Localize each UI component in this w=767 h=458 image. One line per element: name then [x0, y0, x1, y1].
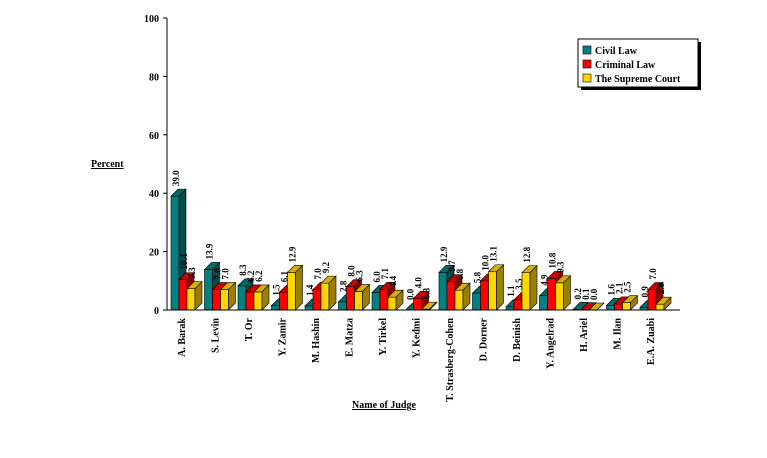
bar-the-supreme-court: [353, 283, 371, 311]
legend-label: The Supreme Court: [595, 74, 681, 85]
x-tick-label: H. Ariel: [579, 318, 590, 352]
data-label: 9.3: [556, 261, 566, 273]
data-label: 9.2: [321, 261, 331, 273]
data-label: 6.2: [246, 270, 256, 282]
data-label: 10.0: [481, 255, 491, 271]
bar-the-supreme-court: [655, 296, 672, 311]
data-label: 6.8: [455, 268, 465, 280]
x-axis-title: Name of Judge: [352, 400, 416, 411]
data-label: 0.9: [640, 286, 650, 298]
data-label: 2.8: [339, 280, 349, 292]
data-label: 10.8: [548, 252, 558, 268]
bar-the-supreme-court: [487, 264, 505, 311]
bar-the-supreme-court: [320, 275, 337, 311]
data-label: 1.4: [305, 284, 315, 296]
legend-swatch: [582, 73, 592, 83]
data-label: 6.3: [355, 270, 365, 282]
data-label: 12.9: [288, 246, 298, 262]
x-tick-label: E. Matza: [345, 318, 356, 357]
y-tick-label: 0: [154, 306, 159, 317]
data-label: 1.6: [607, 284, 617, 296]
y-tick-label: 80: [149, 72, 159, 83]
x-tick-label: E.A. Zuabi: [646, 318, 657, 365]
data-label: 7.0: [648, 268, 658, 280]
x-tick-label: Y. Angelrad: [546, 318, 557, 369]
bar-the-supreme-court: [387, 289, 404, 311]
data-label: 6.1: [280, 270, 290, 282]
x-tick-label: Y. Zamir: [278, 317, 289, 356]
data-label: 9.7: [447, 260, 457, 272]
data-label: 0.1: [581, 288, 591, 300]
data-label: 7.3: [187, 267, 197, 279]
bar-the-supreme-court: [521, 264, 538, 311]
axes-layer: 0 20 40 60 80 100 A. Barak S. Levin T. Or Y. Zami…: [144, 14, 680, 402]
bar-the-supreme-court: [454, 282, 471, 311]
legend-label: Civil Law: [595, 46, 638, 57]
data-label: 6.2: [254, 270, 264, 282]
data-label: 8.0: [347, 265, 357, 277]
bar-the-supreme-court: [219, 281, 237, 311]
data-label: 39.0: [171, 170, 181, 186]
data-label: 1.5: [272, 284, 282, 296]
data-label: 7.0: [221, 268, 231, 280]
data-label: 5.8: [473, 271, 483, 283]
data-label: 0.3: [422, 287, 432, 299]
y-tick-label: 40: [149, 189, 159, 200]
x-tick-label: A. Barak: [177, 318, 188, 357]
x-tick-label: S. Levin: [211, 318, 222, 353]
data-label: 2.1: [615, 282, 625, 294]
data-label: 1.1: [506, 285, 516, 297]
data-label: 4.9: [540, 274, 550, 286]
data-label: 6.0: [372, 271, 382, 283]
data-label: 0.0: [589, 288, 599, 300]
x-tick-label: Y. Kedmi: [412, 318, 423, 358]
legend-swatch: [582, 59, 592, 69]
bar-the-supreme-court: [286, 264, 304, 311]
x-tick-label: M. Hashin: [311, 318, 322, 363]
y-tick-label: 60: [149, 131, 159, 142]
y-axis-title: Percent: [91, 159, 124, 170]
y-tick-label: 100: [144, 14, 159, 25]
y-tick-label: 20: [149, 248, 159, 259]
x-tick-label: T. Strasberg-Cohen: [445, 318, 456, 402]
data-label: 13.9: [205, 243, 215, 259]
bar-the-supreme-court: [621, 294, 639, 311]
data-label: 12.9: [439, 246, 449, 262]
data-label: 10.4: [179, 253, 189, 269]
legend-swatch: [582, 45, 592, 55]
data-label: 0.2: [573, 288, 583, 300]
data-label: 0.0: [406, 288, 416, 300]
x-tick-label: M. Ilan: [613, 318, 624, 350]
data-label: 7.0: [213, 268, 223, 280]
data-label: 7.1: [380, 268, 390, 280]
data-label: 3.5: [514, 278, 524, 290]
data-label: 2.0: [656, 282, 666, 294]
legend: Civil Law Criminal Law The Supreme Court: [577, 38, 701, 90]
x-tick-label: D. Dorner: [479, 317, 490, 361]
data-label: 7.0: [313, 268, 323, 280]
bar-the-supreme-court: [186, 280, 203, 311]
data-label: 13.1: [489, 245, 499, 261]
data-label: 8.3: [238, 264, 248, 276]
data-label: 12.8: [522, 246, 532, 262]
data-labels-layer: 39.010.47.313.97.07.0 8.36.26.21.56.112.9…: [171, 170, 666, 300]
data-label: 4.0: [414, 277, 424, 289]
x-tick-label: T. Or: [244, 317, 255, 341]
data-label: 2.5: [623, 281, 633, 293]
legend-box: [577, 38, 699, 88]
x-tick-label: Y. Tirkel: [378, 318, 389, 356]
bar-the-supreme-court: [554, 275, 572, 311]
x-tick-label: D. Beinish: [512, 318, 523, 362]
data-label: 4.4: [388, 275, 398, 287]
legend-label: Criminal Law: [595, 60, 656, 71]
